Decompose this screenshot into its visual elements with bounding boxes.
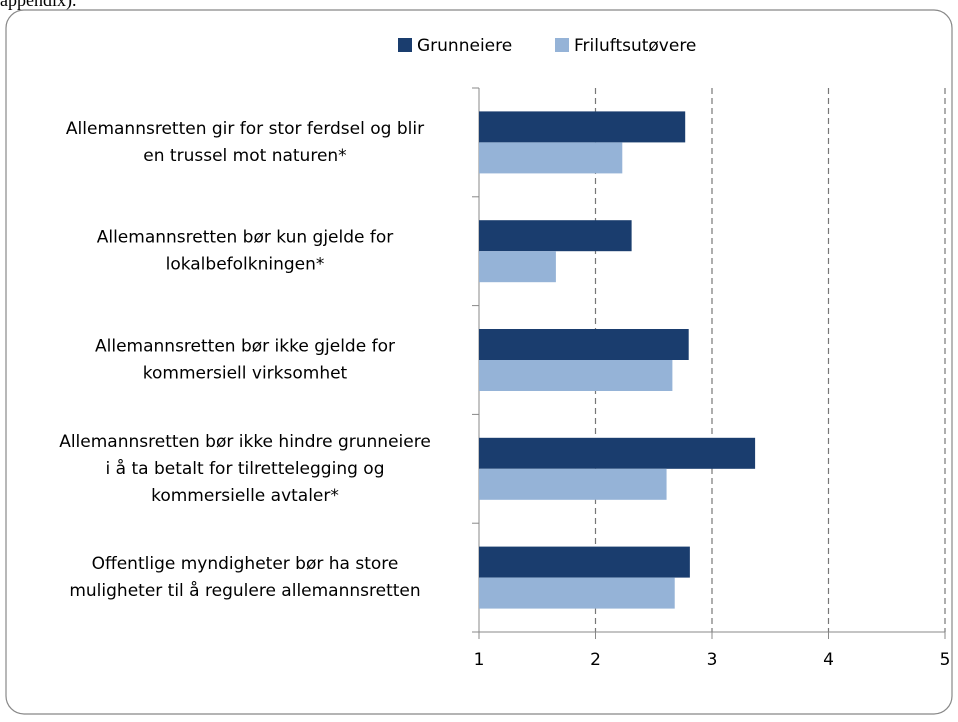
bar	[479, 468, 667, 500]
y-tick-label: Offentlige myndigheter bør ha store	[92, 554, 399, 574]
bar	[479, 111, 686, 143]
legend-label: Friluftsutøvere	[574, 36, 696, 56]
legend-swatch	[398, 38, 412, 52]
x-tick-label: 1	[474, 650, 485, 670]
bar	[479, 251, 556, 283]
y-tick-label: Allemannsretten gir for stor ferdsel og …	[66, 119, 424, 139]
bar	[479, 546, 690, 578]
y-tick-label: Allemannsretten bør ikke gjelde for	[95, 337, 395, 357]
bar	[479, 577, 675, 609]
bar	[479, 360, 673, 391]
legend-swatch	[555, 38, 569, 52]
legend-label: Grunneiere	[417, 36, 512, 56]
bar	[479, 437, 756, 469]
y-tick-label: lokalbefolkningen*	[166, 255, 325, 275]
x-tick-label: 5	[940, 650, 951, 670]
bar	[479, 220, 632, 252]
y-tick-label: i å ta betalt for tilrettelegging og	[106, 458, 385, 479]
y-tick-label: en trussel mot naturen*	[143, 146, 346, 166]
x-tick-label: 4	[823, 650, 834, 670]
x-tick-label: 3	[707, 650, 718, 670]
page-text: appendix).	[0, 0, 76, 11]
y-tick-label: Allemannsretten bør kun gjelde for	[97, 228, 394, 248]
bar	[479, 329, 689, 360]
bar	[479, 142, 623, 174]
y-tick-label: kommersielle avtaler*	[151, 486, 339, 506]
y-tick-label: muligheter til å regulere allemannsrette…	[69, 580, 420, 601]
y-tick-label: Allemannsretten bør ikke hindre grunneie…	[59, 432, 431, 452]
y-tick-label: kommersiell virksomhet	[143, 364, 348, 384]
x-tick-label: 2	[590, 650, 601, 670]
